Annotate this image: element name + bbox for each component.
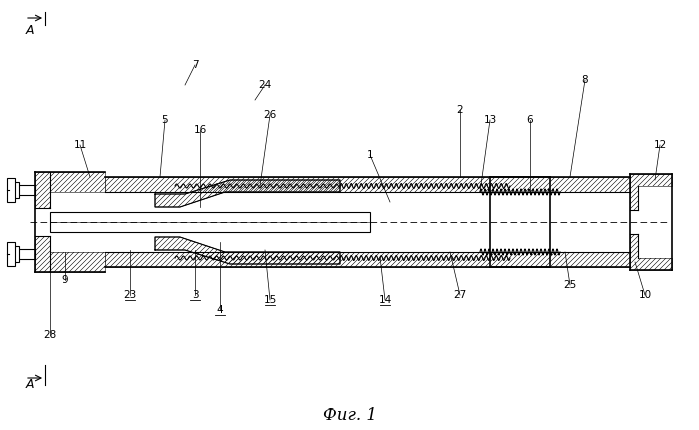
Text: 3: 3 (192, 290, 199, 300)
Bar (13, 182, 19, 198)
Text: 24: 24 (259, 80, 272, 90)
Text: 5: 5 (161, 115, 168, 125)
Text: 16: 16 (194, 125, 207, 135)
Text: 1: 1 (367, 150, 373, 160)
Text: 27: 27 (454, 290, 467, 300)
Text: 8: 8 (582, 75, 589, 85)
Text: 2: 2 (456, 105, 463, 115)
Text: 13: 13 (484, 115, 496, 125)
Bar (7, 178, 15, 202)
Text: 6: 6 (526, 115, 533, 125)
Text: 10: 10 (638, 290, 651, 300)
Polygon shape (35, 236, 105, 272)
Polygon shape (105, 252, 630, 267)
Text: 23: 23 (124, 290, 136, 300)
Bar (490, 177, 550, 267)
Polygon shape (630, 174, 672, 210)
Bar (13, 246, 19, 262)
Text: 15: 15 (264, 295, 277, 305)
Polygon shape (105, 177, 630, 192)
Text: 25: 25 (563, 280, 577, 290)
Text: 26: 26 (264, 110, 277, 120)
Text: A: A (26, 378, 34, 391)
Bar (17, 249, 35, 259)
Text: 12: 12 (654, 140, 667, 150)
Bar (7, 242, 15, 266)
Text: 28: 28 (43, 330, 57, 340)
Text: 11: 11 (73, 140, 87, 150)
Bar (17, 185, 35, 195)
Polygon shape (35, 172, 105, 208)
Text: Фиг. 1: Фиг. 1 (323, 406, 377, 424)
Polygon shape (630, 234, 672, 270)
Bar (50, 212, 370, 232)
Text: 14: 14 (378, 295, 391, 305)
Text: 4: 4 (217, 305, 223, 315)
Text: 9: 9 (62, 275, 69, 285)
Text: A: A (26, 24, 34, 37)
Polygon shape (155, 180, 340, 207)
Text: 7: 7 (192, 60, 199, 70)
Polygon shape (155, 237, 340, 264)
